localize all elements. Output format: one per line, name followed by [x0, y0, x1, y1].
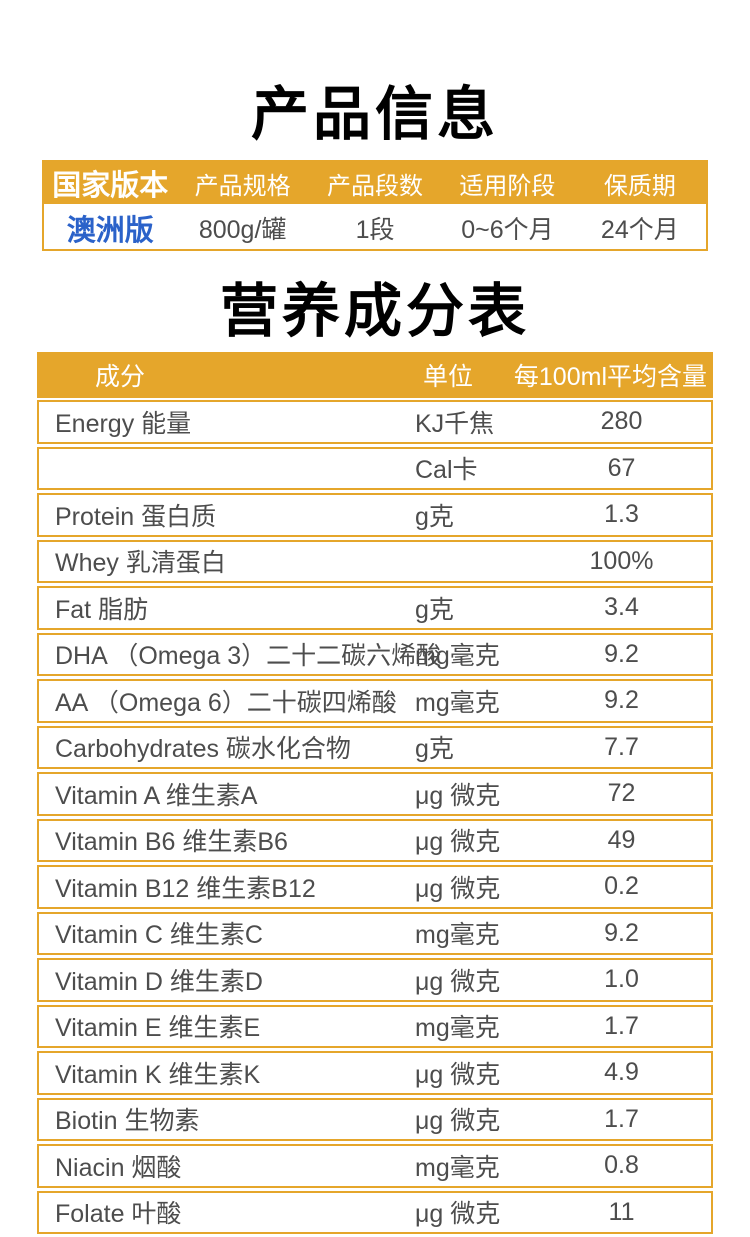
nutrient-amount: 72: [607, 779, 636, 808]
header-ingredient: 成分: [95, 363, 146, 391]
nutrient-name: AA （Omega 6）二十碳四烯酸: [55, 688, 397, 717]
nutrient-amount: 11: [608, 1197, 635, 1226]
nutrient-name: Vitamin B12 维生素B12: [55, 874, 316, 903]
nutrient-name: Whey 乳清蛋白: [55, 549, 226, 578]
nutrition-row: Vitamin K 维生素K μg 微克 4.9: [37, 1051, 713, 1095]
header-applicable-stage: 适用阶段: [459, 172, 556, 200]
nutrient-unit: μg 微克: [415, 967, 501, 996]
value-country-version: 澳洲版: [66, 215, 154, 247]
nutrient-amount: 67: [607, 453, 636, 482]
product-info-header-row: 国家版本 产品规格 产品段数 适用阶段 保质期: [44, 162, 706, 207]
nutrition-rows: Energy 能量 KJ千焦 280 Cal卡 67 Protein 蛋白质 g…: [37, 400, 713, 1237]
nutrient-amount: 1.7: [604, 1104, 639, 1133]
nutrition-row: Fat 脂肪 g克 3.4: [37, 586, 713, 630]
nutrient-unit: g克: [415, 735, 454, 764]
nutrient-name: Protein 蛋白质: [55, 502, 217, 531]
nutrient-unit: KJ千焦: [415, 409, 495, 438]
nutrient-name: Vitamin D 维生素D: [55, 967, 263, 996]
header-shelf-life: 保质期: [603, 172, 676, 200]
nutrient-amount: 0.8: [604, 1151, 639, 1180]
nutrient-name: Vitamin K 维生素K: [55, 1060, 261, 1089]
nutrient-unit: g克: [415, 502, 454, 531]
nutrient-unit: μg 微克: [415, 874, 501, 903]
nutrition-row: Protein 蛋白质 g克 1.3: [37, 493, 713, 537]
product-info-table: 国家版本 产品规格 产品段数 适用阶段 保质期 澳洲版 800g/罐 1段 0~…: [42, 160, 708, 251]
nutrition-header-row: 成分 单位 每100ml平均含量: [37, 352, 713, 398]
nutrient-amount: 0.2: [604, 872, 639, 901]
nutrient-name: Niacin 烟酸: [55, 1153, 182, 1182]
nutrient-name: Vitamin A 维生素A: [55, 781, 258, 810]
nutrient-amount: 9.2: [604, 639, 639, 668]
header-avg-per-100ml: 每100ml平均含量: [513, 363, 707, 391]
nutrient-unit: μg 微克: [415, 1200, 501, 1229]
nutrient-amount: 100%: [589, 546, 654, 575]
nutrition-row: Energy 能量 KJ千焦 280: [37, 400, 713, 444]
nutrient-amount: 9.2: [604, 686, 639, 715]
nutrient-name: Fat 脂肪: [55, 595, 149, 624]
nutrition-row: Biotin 生物素 μg 微克 1.7: [37, 1097, 713, 1141]
nutrient-unit: mg毫克: [415, 1014, 500, 1043]
section-title-product-info: 产品信息: [250, 82, 499, 147]
nutrient-amount: 4.9: [604, 1058, 639, 1087]
nutrition-row: DHA （Omega 3）二十二碳六烯酸 mg毫克 9.2: [37, 632, 713, 676]
nutrition-row: Vitamin B6 维生素B6 μg 微克 49: [37, 818, 713, 862]
nutrient-amount: 7.7: [604, 732, 639, 761]
nutrient-unit: g克: [415, 595, 454, 624]
nutrition-row: Vitamin A 维生素A μg 微克 72: [37, 772, 713, 816]
nutrient-unit: mg毫克: [415, 921, 500, 950]
value-product-spec: 800g/罐: [198, 216, 287, 244]
nutrition-row: Vitamin C 维生素C mg毫克 9.2: [37, 911, 713, 955]
nutrition-row: Vitamin D 维生素D μg 微克 1.0: [37, 958, 713, 1002]
nutrition-row: Niacin 烟酸 mg毫克 0.8: [37, 1144, 713, 1188]
nutrient-name: Folate 叶酸: [55, 1200, 182, 1229]
header-unit: 单位: [423, 363, 474, 391]
nutrient-unit: μg 微克: [415, 828, 501, 857]
nutrient-name: Biotin 生物素: [55, 1107, 200, 1136]
nutrient-unit: μg 微克: [415, 781, 501, 810]
nutrient-amount: 1.0: [604, 965, 639, 994]
header-country-version: 国家版本: [52, 170, 169, 202]
nutrition-row: AA （Omega 6）二十碳四烯酸 mg毫克 9.2: [37, 679, 713, 723]
header-product-spec: 产品规格: [194, 172, 291, 200]
nutrient-name: Carbohydrates 碳水化合物: [55, 735, 351, 764]
nutrient-amount: 1.3: [604, 500, 639, 529]
nutrient-amount: 49: [607, 825, 636, 854]
nutrition-row: Carbohydrates 碳水化合物 g克 7.7: [37, 725, 713, 769]
value-shelf-life: 24个月: [600, 216, 679, 244]
nutrient-amount: 3.4: [604, 593, 639, 622]
nutrient-name: Vitamin C 维生素C: [55, 921, 263, 950]
nutrition-row: Vitamin E 维生素E mg毫克 1.7: [37, 1004, 713, 1048]
nutrient-amount: 9.2: [604, 918, 639, 947]
value-applicable-stage: 0~6个月: [461, 216, 554, 244]
nutrient-unit: μg 微克: [415, 1060, 501, 1089]
nutrient-unit: mg毫克: [415, 1153, 500, 1182]
nutrient-name: Vitamin B6 维生素B6: [55, 828, 288, 857]
nutrition-row: Folate 叶酸 μg 微克 11: [37, 1190, 713, 1234]
nutrient-unit: mg毫克: [415, 642, 500, 671]
product-info-data-row: 澳洲版 800g/罐 1段 0~6个月 24个月: [44, 207, 706, 249]
nutrition-row: Vitamin B12 维生素B12 μg 微克 0.2: [37, 865, 713, 909]
nutrient-unit: Cal卡: [415, 456, 478, 485]
header-product-stage-count: 产品段数: [327, 172, 424, 200]
nutrient-name: Energy 能量: [55, 409, 192, 438]
nutrient-amount: 1.7: [604, 1011, 639, 1040]
nutrient-name: DHA （Omega 3）二十二碳六烯酸: [55, 642, 442, 671]
nutrient-unit: mg毫克: [415, 688, 500, 717]
nutrition-row: Whey 乳清蛋白 100%: [37, 539, 713, 583]
nutrient-unit: μg 微克: [415, 1107, 501, 1136]
section-title-nutrition-table: 营养成分表: [219, 279, 530, 344]
nutrient-amount: 280: [600, 407, 643, 436]
nutrition-row: Cal卡 67: [37, 446, 713, 490]
value-product-stage-count: 1段: [355, 216, 395, 244]
nutrient-name: Vitamin E 维生素E: [55, 1014, 261, 1043]
